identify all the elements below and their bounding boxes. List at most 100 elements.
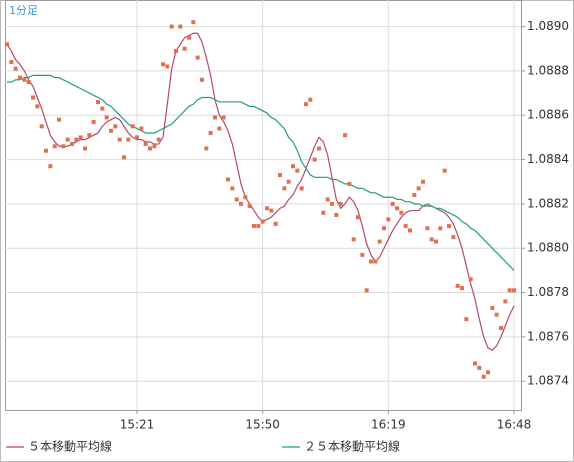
- price-dot: [256, 224, 261, 229]
- price-dot: [499, 326, 503, 330]
- price-dot: [169, 24, 174, 29]
- price-dot: [44, 148, 48, 153]
- price-dot: [473, 361, 477, 366]
- price-dot: [429, 237, 434, 242]
- moving-average-line: [7, 74, 515, 271]
- price-dot: [343, 133, 347, 138]
- price-dot: [213, 115, 217, 120]
- price-dot: [96, 99, 100, 104]
- price-dot: [48, 164, 53, 169]
- price-dot: [39, 124, 44, 129]
- price-dot: [5, 42, 9, 47]
- price-dot: [503, 299, 508, 304]
- price-dot: [195, 55, 200, 60]
- price-dot: [104, 115, 109, 120]
- legend-label: ２５本移動平均線: [304, 439, 400, 454]
- price-dot: [174, 48, 178, 53]
- price-dot: [421, 179, 425, 184]
- price-dot: [425, 226, 430, 231]
- price-dot: [304, 102, 308, 107]
- price-dot: [161, 62, 165, 67]
- price-dot: [18, 75, 22, 80]
- price-dot: [122, 155, 126, 160]
- price-dot: [451, 235, 456, 240]
- price-dot: [377, 239, 382, 244]
- price-dot: [382, 226, 386, 231]
- price-dot: [468, 277, 473, 282]
- price-dot: [395, 206, 399, 211]
- price-dot: [204, 146, 209, 151]
- price-dot: [312, 157, 317, 162]
- price-dot: [239, 201, 243, 206]
- price-dot: [295, 168, 300, 173]
- price-dot: [308, 97, 313, 102]
- x-tick-label: 16:48: [497, 418, 532, 432]
- price-dot: [234, 197, 239, 202]
- price-dot: [455, 283, 460, 288]
- price-dot: [286, 179, 291, 184]
- price-dot: [61, 144, 66, 149]
- price-dot: [325, 197, 330, 202]
- price-dot: [191, 20, 196, 25]
- y-tick-label: 1.0886: [527, 108, 569, 122]
- price-dot: [208, 130, 213, 135]
- price-dot: [178, 24, 183, 29]
- chart-label: 1分足: [9, 4, 38, 17]
- price-dot: [78, 135, 83, 140]
- price-dot: [57, 117, 61, 122]
- y-tick-label: 1.0888: [527, 63, 569, 77]
- price-dot: [243, 195, 248, 200]
- price-dot: [152, 144, 157, 149]
- legend-label: ５本移動平均線: [28, 439, 112, 454]
- price-dot: [70, 142, 74, 147]
- price-dot: [26, 80, 31, 84]
- price-dot: [442, 168, 447, 173]
- price-dot: [117, 137, 122, 142]
- price-dot: [187, 35, 191, 40]
- price-dot: [390, 201, 395, 206]
- price-dot: [438, 226, 443, 231]
- price-dot: [252, 224, 256, 229]
- price-dot: [22, 77, 27, 82]
- price-dot: [490, 306, 495, 311]
- price-dot: [512, 288, 516, 293]
- price-dot: [273, 221, 278, 226]
- price-dot: [317, 146, 321, 151]
- price-dot: [369, 259, 373, 264]
- price-dot: [226, 177, 230, 182]
- price-dot: [221, 115, 226, 120]
- y-tick-label: 1.0880: [527, 241, 569, 255]
- price-dot: [247, 204, 252, 209]
- price-dot: [408, 228, 412, 233]
- price-dot: [65, 137, 70, 142]
- x-tick-label: 15:21: [120, 418, 155, 432]
- price-dot: [507, 288, 512, 293]
- price-dot: [299, 186, 304, 191]
- price-dot: [148, 146, 152, 151]
- price-dot: [416, 186, 421, 191]
- price-dot: [364, 288, 369, 293]
- price-dot: [87, 133, 92, 138]
- y-tick-label: 1.0882: [527, 196, 569, 210]
- price-dot: [74, 137, 79, 142]
- price-dot: [334, 212, 339, 217]
- price-dot: [412, 193, 417, 198]
- price-dot: [139, 126, 144, 131]
- price-dot: [9, 60, 14, 65]
- price-dot: [260, 219, 265, 224]
- price-dot: [477, 365, 482, 370]
- price-dot: [13, 66, 18, 71]
- price-dot: [135, 135, 139, 140]
- price-dot: [330, 201, 334, 206]
- price-dot: [35, 104, 40, 109]
- x-tick-label: 16:19: [371, 418, 406, 432]
- price-dot: [464, 317, 469, 322]
- price-dot: [321, 210, 326, 215]
- price-dot: [494, 312, 499, 317]
- y-tick-label: 1.0876: [527, 329, 569, 343]
- price-dot: [347, 181, 352, 186]
- price-dot: [269, 208, 274, 213]
- plot-frame: [5, 0, 522, 411]
